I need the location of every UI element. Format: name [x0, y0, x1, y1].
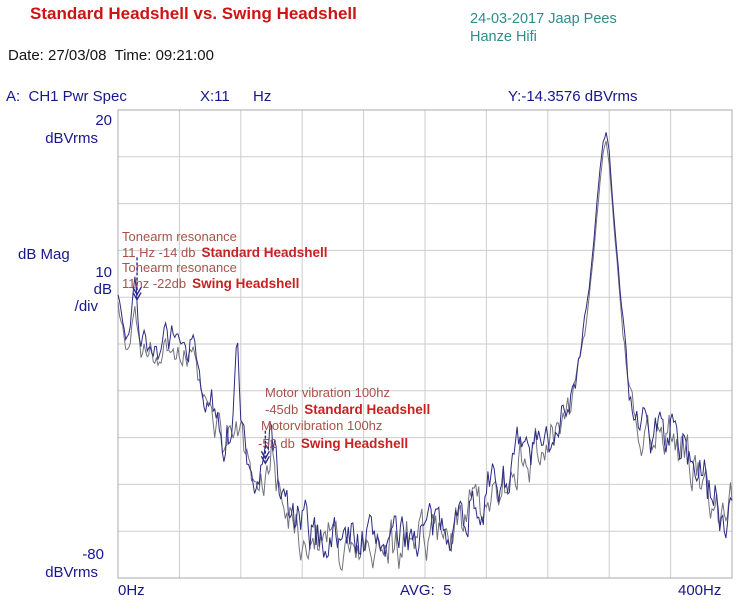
- y-axis-bottom-unit: dBVrms: [45, 564, 98, 581]
- marker-y-value: Y:-14.3576 dBVrms: [508, 88, 638, 105]
- marker-x-unit: Hz: [253, 88, 272, 105]
- credit-company: Hanze Hifi: [470, 29, 537, 45]
- marker-x-value: X:11: [200, 88, 230, 105]
- motor-standard-name: Standard Headshell: [304, 402, 431, 417]
- channel-label: A: CH1 Pwr Spec: [6, 88, 127, 105]
- y-axis-top-unit: dBVrms: [45, 130, 98, 147]
- tonearm-swing-name: Swing Headshell: [192, 276, 300, 291]
- y-axis-div-suffix: /div: [74, 298, 98, 315]
- page-title: Standard Headshell vs. Swing Headshell: [30, 4, 357, 23]
- date-time-label: Date: 27/03/08 Time: 09:21:00: [8, 47, 214, 64]
- y-axis-top-value: 20: [95, 112, 112, 129]
- avg-count-label: AVG: 5: [400, 582, 452, 599]
- motor-standard-value: -45db: [265, 402, 299, 417]
- y-axis-div-unit: dB: [93, 281, 112, 298]
- x-axis-left-label: 0Hz: [118, 582, 145, 599]
- tonearm-standard-name: Standard Headshell: [201, 245, 328, 260]
- motor-annotation-line1: Motor vibration 100hz: [265, 385, 391, 400]
- motor-swing-name: Swing Headshell: [300, 436, 409, 451]
- x-axis-right-label: 400Hz: [678, 582, 722, 599]
- tonearm-swing-value: 11hz -22db: [122, 276, 187, 291]
- tonearm-annotation-line3: Tonearm resonance: [122, 260, 237, 275]
- y-axis-div-value: 10: [95, 264, 112, 281]
- motor-annotation-line3: Motorvibration 100hz: [261, 418, 383, 433]
- credit-name: 24-03-2017 Jaap Pees: [470, 11, 617, 27]
- y-axis-mag-label: dB Mag: [18, 246, 70, 263]
- motor-annotation-line2: -45db Standard Headshell: [265, 402, 431, 417]
- y-axis-bottom-value: -80: [82, 546, 104, 563]
- tonearm-annotation-line2: 11 Hz -14 db Standard Headshell: [122, 245, 328, 260]
- motor-annotation-line4: -52 db Swing Headshell: [258, 436, 409, 451]
- tonearm-standard-value: 11 Hz -14 db: [122, 245, 196, 260]
- motor-swing-value: -52 db: [258, 436, 295, 451]
- tonearm-annotation-line4: 11hz -22db Swing Headshell: [122, 276, 300, 291]
- tonearm-annotation-line1: Tonearm resonance: [122, 229, 237, 244]
